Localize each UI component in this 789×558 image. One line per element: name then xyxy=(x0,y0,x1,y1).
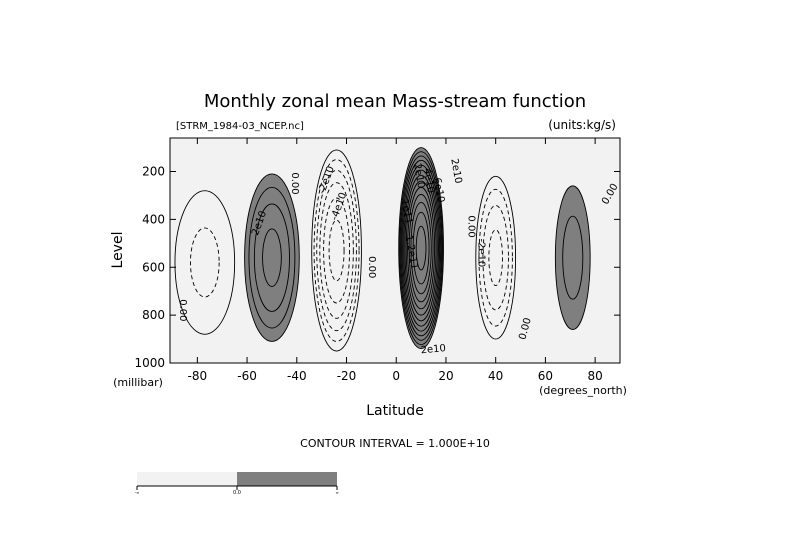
contour-label: 2e10 xyxy=(420,343,446,356)
file-label: [STRM_1984-03_NCEP.nc] xyxy=(176,121,304,132)
contour-cell-northern-ferrel-negative xyxy=(475,175,517,340)
contour-line xyxy=(410,201,432,295)
zero-contour xyxy=(475,175,517,340)
zero-contour xyxy=(174,190,236,335)
zero-contour xyxy=(244,173,300,342)
zero-contour xyxy=(311,149,362,352)
contour-line xyxy=(478,188,513,327)
colorbar-negative-swatch xyxy=(137,472,237,486)
x-axis: -80 -60 -40 -20 0 20 40 60 80 xyxy=(188,138,603,383)
contour-line xyxy=(319,182,354,319)
x-tick-label: 20 xyxy=(438,369,453,383)
contour-line xyxy=(401,159,442,337)
contour-label: 2e10 xyxy=(448,158,463,185)
colorbar-label-mid: 0.0 xyxy=(233,490,241,496)
contour-label: -2e10 xyxy=(475,238,486,267)
positive-shading xyxy=(244,147,591,349)
contour-cell-southern-hadley-negative xyxy=(311,149,362,352)
colorbar: -∞ 0.0 ∞ xyxy=(135,472,339,496)
positive-region xyxy=(555,185,591,330)
contour-line xyxy=(328,219,345,282)
contour-line xyxy=(482,205,509,311)
plot-background xyxy=(170,138,620,363)
contour-cell-south-polar-negative xyxy=(174,190,236,335)
y-axis-title: Level xyxy=(110,232,126,269)
colorbar-label-min: -∞ xyxy=(135,490,140,495)
y-tick-label: 800 xyxy=(142,308,165,322)
contour-label: 6e10 xyxy=(431,177,446,204)
x-axis-units: (degrees_north) xyxy=(539,384,627,397)
plot-area xyxy=(170,138,620,363)
contour-label: 0.00 xyxy=(366,256,377,278)
contour-line xyxy=(400,155,443,341)
positive-region xyxy=(244,173,300,342)
contour-label: 0.00 xyxy=(289,172,300,194)
contour-line xyxy=(405,180,437,316)
contour-line xyxy=(412,211,430,285)
y-axis-units: (millibar) xyxy=(113,376,163,389)
plot-frame xyxy=(169,137,621,364)
contour-line xyxy=(404,174,438,322)
contour-label: 4e10 xyxy=(421,167,436,194)
x-tick-label: -60 xyxy=(237,369,257,383)
contour-line xyxy=(248,186,296,329)
units-label: (units:kg/s) xyxy=(548,118,616,132)
y-tick-label: 400 xyxy=(142,212,165,226)
contour-interval-label: CONTOUR INTERVAL = 1.000E+10 xyxy=(300,437,490,450)
x-tick-label: 0 xyxy=(392,369,400,383)
zero-contour xyxy=(398,147,444,350)
x-tick-label: 40 xyxy=(488,369,503,383)
x-tick-label: -40 xyxy=(287,369,307,383)
contour-label: 0.00 xyxy=(465,215,476,237)
positive-region xyxy=(398,147,444,349)
y-tick-label: 600 xyxy=(142,260,165,274)
contour-label: 1e11 xyxy=(399,198,414,225)
x-tick-label: 60 xyxy=(538,369,553,383)
zero-contour xyxy=(554,185,591,330)
colorbar-label-max: ∞ xyxy=(335,490,338,495)
x-tick-label: -20 xyxy=(337,369,357,383)
contour-line xyxy=(316,169,357,332)
colorbar-positive-swatch xyxy=(237,472,337,486)
y-axis: 200 400 600 800 1000 xyxy=(134,165,620,370)
y-tick-label: 1000 xyxy=(134,356,165,370)
contour-line xyxy=(190,227,220,298)
chart-title: Monthly zonal mean Mass-stream function xyxy=(204,91,586,112)
contour-cell-southern-ferrel-positive xyxy=(244,173,300,342)
contour-cell-north-polar-positive xyxy=(554,185,591,330)
contour-line xyxy=(408,193,434,303)
contour-lines xyxy=(174,147,591,352)
y-tick-label: 200 xyxy=(142,165,165,179)
contour-line xyxy=(323,197,351,304)
x-axis-title: Latitude xyxy=(366,403,424,419)
contour-line xyxy=(403,169,439,327)
contour-line xyxy=(313,159,360,342)
x-tick-label: 80 xyxy=(587,369,602,383)
contour-line xyxy=(562,215,584,300)
x-tick-label: -80 xyxy=(188,369,208,383)
contour-label: 0.00 xyxy=(177,299,188,321)
contour-line xyxy=(488,229,503,287)
contour-cell-northern-hadley-positive xyxy=(398,147,444,350)
contour-line xyxy=(407,186,436,310)
contour-line xyxy=(262,228,282,287)
contour-line xyxy=(253,203,290,312)
contour-line xyxy=(399,151,444,346)
contour-line xyxy=(415,225,427,271)
contour-label: 2e10 xyxy=(411,162,426,189)
contour-line xyxy=(402,164,441,332)
